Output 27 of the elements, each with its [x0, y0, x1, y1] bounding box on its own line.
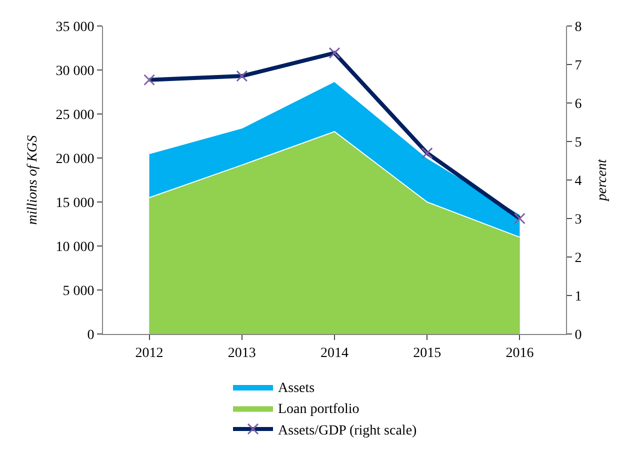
legend-label: Assets/GDP (right scale): [278, 423, 418, 438]
y-tick-label: 5 000: [62, 284, 94, 299]
y-tick-label: 0: [87, 328, 94, 343]
x-tick-label: 2015: [413, 346, 442, 361]
y-tick-label: 25 000: [56, 108, 94, 123]
y2-axis-title: percent: [595, 158, 610, 202]
y-tick-label: 20 000: [56, 152, 94, 167]
y2-tick-label: 8: [574, 20, 582, 35]
x-tick-label: 2016: [506, 346, 534, 361]
y2-tick-label: 0: [574, 328, 582, 343]
y2-tick-label: 4: [574, 174, 582, 189]
y2-tick-label: 3: [574, 212, 582, 228]
y-tick-label: 35 000: [56, 20, 94, 35]
x-tick-label: 2014: [320, 346, 348, 361]
x-tick-label: 2012: [135, 346, 164, 361]
y2-tick-label: 2: [574, 250, 582, 266]
y-tick-label: 15 000: [56, 196, 94, 211]
y2-tick-label: 6: [574, 96, 582, 112]
y2-tick-label: 1: [574, 289, 582, 304]
legend-label: Assets: [278, 381, 315, 396]
y-tick-label: 10 000: [56, 240, 94, 255]
y-axis-title: millions of KGS: [25, 135, 40, 225]
y-tick-label: 30 000: [56, 64, 94, 79]
y2-tick-label: 5: [574, 135, 582, 150]
x-tick-label: 2013: [228, 346, 256, 361]
y2-tick-label: 7: [574, 58, 582, 74]
legend-label: Loan portfolio: [278, 402, 360, 418]
